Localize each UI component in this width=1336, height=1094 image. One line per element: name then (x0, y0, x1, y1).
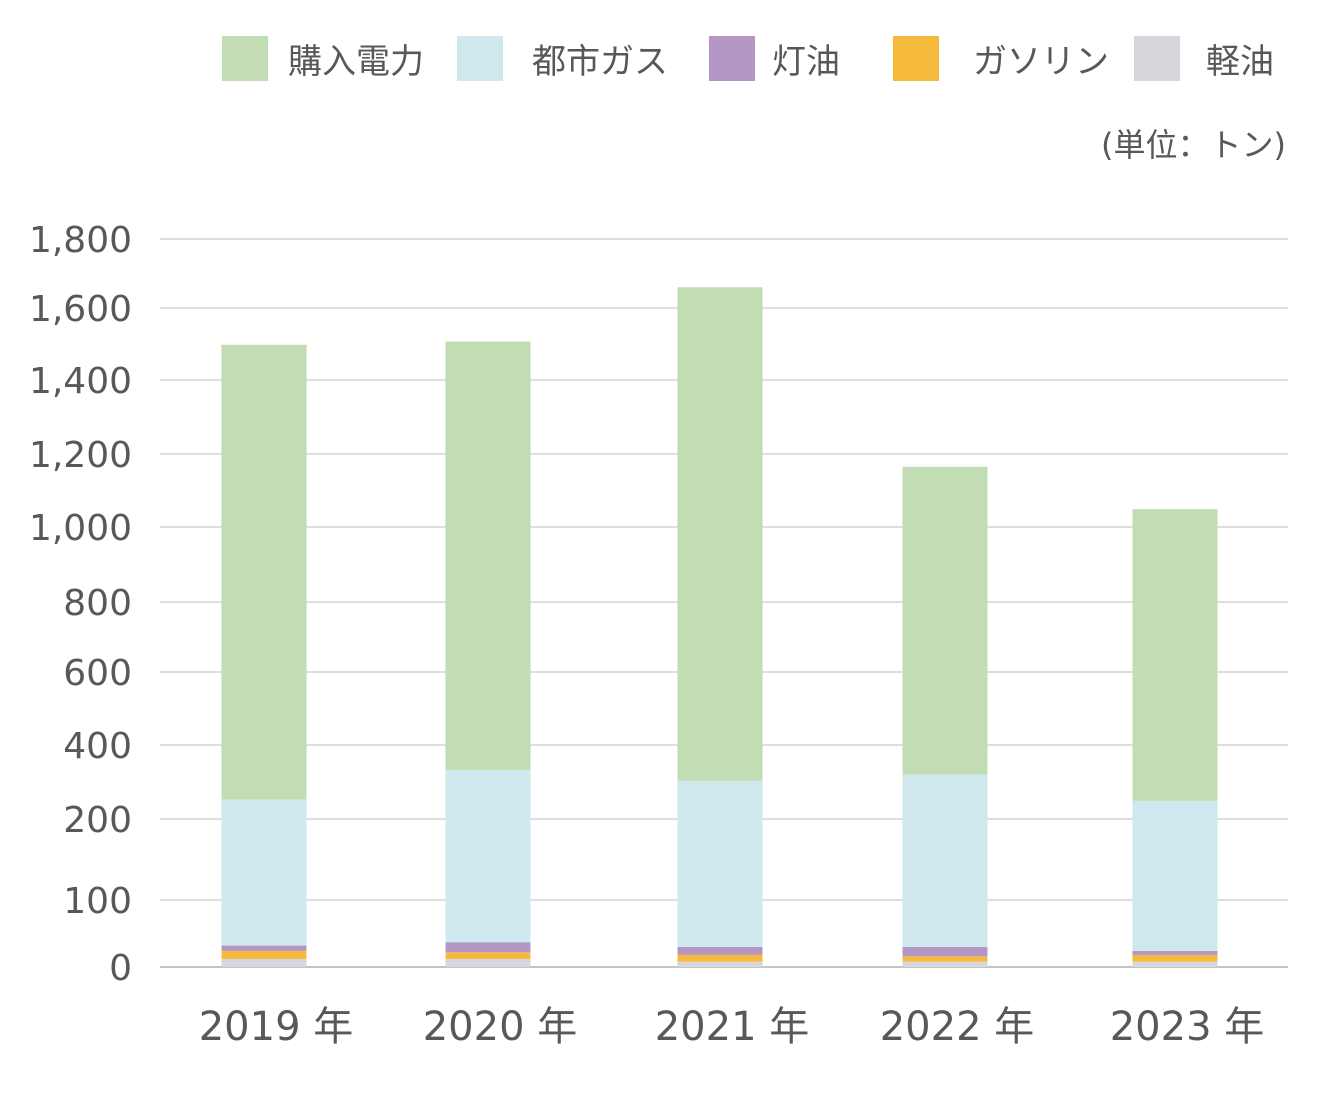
bar-segment (445, 958, 531, 967)
legend-swatch (1134, 36, 1180, 81)
legend-item: ガソリン (893, 36, 1109, 82)
x-axis-labels: 2019 年 2020 年 2021 年 2022 年 2023 年 (199, 1004, 1265, 1050)
bar-segment (1132, 509, 1218, 801)
legend-item: 購入電力 (222, 36, 424, 82)
bar-segment (677, 961, 763, 967)
unit-label: (単位：トン) (1101, 126, 1286, 164)
bar-segment (221, 958, 307, 967)
legend-label: 灯油 (772, 42, 840, 82)
bar-segment (221, 945, 307, 951)
legend-swatch (222, 36, 268, 81)
y-tick-label: 400 (63, 726, 132, 767)
y-tick-label: 600 (63, 653, 132, 694)
y-tick-label: 1,000 (29, 508, 132, 549)
legend-swatch (457, 36, 503, 81)
bar-stack (445, 341, 531, 967)
bar-stack (677, 287, 763, 967)
legend-item: 軽油 (1134, 36, 1274, 82)
bar-segment (221, 344, 307, 800)
bar-segment (1132, 950, 1218, 955)
legend-label: ガソリン (973, 42, 1109, 82)
y-tick-label: 1,400 (29, 361, 132, 402)
legend-label: 購入電力 (288, 42, 424, 82)
y-tick-label: 100 (63, 881, 132, 922)
bar-segment (902, 956, 988, 962)
legend-item: 都市ガス (457, 36, 668, 82)
legend: 購入電力 都市ガス 灯油 ガソリン 軽油 (222, 36, 1274, 82)
bar-segment (677, 946, 763, 955)
y-tick-label: 800 (63, 583, 132, 624)
bar-segment (677, 287, 763, 781)
bar-segment (445, 770, 531, 943)
legend-swatch (893, 36, 939, 81)
y-tick-label: 1,600 (29, 289, 132, 330)
bar-segment (902, 774, 988, 947)
bar-stack (1132, 509, 1218, 967)
bar-segment (445, 341, 531, 771)
y-axis-ticks: 0 100 200 400 600 800 1,000 1,200 1,400 1,600 1,80… (29, 220, 132, 989)
bar-segment (677, 954, 763, 962)
legend-label: 軽油 (1206, 42, 1274, 82)
y-tick-label: 1,200 (29, 435, 132, 476)
bar-segment (445, 952, 531, 959)
x-tick-label: 2021 年 (655, 1004, 810, 1050)
bar-segment (1132, 954, 1218, 962)
legend-item: 灯油 (709, 36, 840, 82)
y-tick-label: 1,800 (29, 220, 132, 261)
bar-segment (902, 961, 988, 967)
bar-segment (1132, 800, 1218, 951)
bar-segment (902, 466, 988, 775)
legend-label: 都市ガス (532, 42, 668, 82)
x-tick-label: 2020 年 (423, 1004, 578, 1050)
x-tick-label: 2019 年 (199, 1004, 354, 1050)
bar-segment (902, 946, 988, 957)
y-tick-label: 0 (109, 948, 132, 989)
x-tick-label: 2022 年 (880, 1004, 1035, 1050)
bar-segment (221, 799, 307, 946)
y-tick-label: 200 (63, 800, 132, 841)
bar-segment (221, 950, 307, 959)
bars (221, 287, 1218, 967)
bar-stack (221, 344, 307, 967)
legend-swatch (709, 36, 755, 81)
bar-segment (1132, 961, 1218, 967)
bar-segment (677, 780, 763, 947)
bar-segment (445, 942, 531, 953)
bar-stack (902, 466, 988, 967)
x-tick-label: 2023 年 (1110, 1004, 1265, 1050)
